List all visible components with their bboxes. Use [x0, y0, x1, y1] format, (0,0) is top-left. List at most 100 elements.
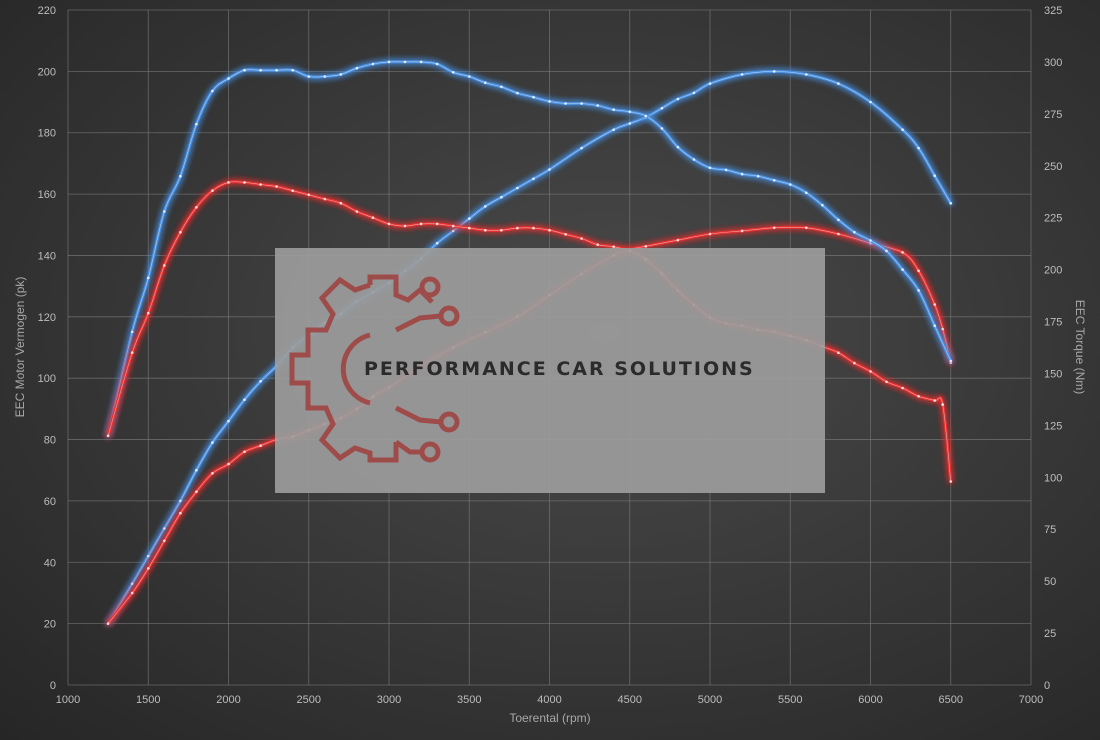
data-point [901, 251, 904, 254]
data-point [451, 71, 455, 74]
data-point [596, 243, 599, 246]
data-point [211, 89, 214, 93]
data-point [484, 81, 487, 84]
data-point [805, 73, 808, 76]
data-point [837, 351, 840, 355]
data-point [660, 127, 664, 130]
data-point [195, 490, 198, 494]
data-point [532, 177, 535, 181]
data-point [243, 181, 246, 184]
data-point [837, 218, 840, 222]
data-point [500, 195, 503, 199]
x-tick-label: 3500 [457, 694, 481, 706]
watermark: PERFORMANCE CAR SOLUTIONS [275, 248, 825, 493]
data-point [644, 114, 648, 118]
x-tick-label: 1500 [136, 694, 160, 706]
y-right-tick-label: 100 [1044, 472, 1062, 484]
data-point [548, 168, 551, 171]
data-point [451, 224, 455, 228]
y-right-tick-label: 275 [1044, 109, 1062, 121]
y-left-tick-label: 220 [38, 5, 56, 17]
data-point [756, 174, 760, 178]
y-left-tick-label: 140 [38, 250, 56, 262]
data-point [147, 311, 150, 315]
data-point [259, 444, 262, 448]
data-point [853, 230, 856, 234]
data-point [451, 229, 455, 233]
data-point [468, 217, 471, 220]
data-point [949, 202, 953, 205]
data-point [147, 567, 150, 570]
data-point [853, 361, 856, 365]
watermark-text: PERFORMANCE CAR SOLUTIONS [364, 358, 755, 380]
data-point [837, 232, 840, 236]
data-point [195, 122, 198, 126]
y-left-tick-label: 20 [44, 619, 56, 631]
data-point [339, 201, 343, 205]
data-point [130, 591, 134, 595]
data-point [291, 68, 295, 72]
y-left-tick-label: 160 [38, 189, 56, 201]
x-tick-label: 4000 [537, 694, 561, 706]
data-point [740, 229, 744, 233]
data-point [259, 68, 262, 72]
data-point [307, 193, 311, 197]
data-point [580, 102, 583, 105]
data-point [885, 249, 888, 253]
y-right-tick-label: 200 [1044, 265, 1062, 277]
x-tick-label: 2000 [216, 694, 240, 706]
data-point [580, 146, 583, 150]
data-point [532, 95, 535, 99]
data-point [869, 100, 872, 104]
data-point [106, 622, 110, 625]
data-point [740, 172, 744, 176]
x-tick-label: 3000 [377, 694, 401, 706]
data-point [435, 62, 439, 66]
data-point [789, 183, 792, 186]
data-point [371, 216, 375, 219]
data-point [596, 104, 599, 107]
y-left-axis-title: EEC Motor Vermogen (pk) [13, 277, 27, 418]
y-right-tick-label: 250 [1044, 161, 1062, 173]
data-point [676, 97, 680, 101]
data-point [435, 241, 439, 245]
data-point [163, 539, 166, 543]
data-point [692, 91, 696, 95]
data-point [901, 268, 904, 271]
data-point [371, 62, 375, 66]
y-left-tick-label: 100 [38, 373, 56, 385]
data-point [435, 222, 439, 226]
data-point [516, 91, 519, 95]
data-point [179, 499, 182, 503]
data-point [740, 73, 744, 76]
data-point [243, 398, 246, 402]
data-point [676, 238, 680, 242]
data-point [211, 472, 214, 475]
data-point [403, 224, 407, 228]
data-point [339, 73, 343, 76]
data-point [179, 174, 182, 178]
y-left-tick-label: 120 [38, 312, 56, 324]
data-point [612, 128, 615, 131]
data-point [259, 183, 262, 186]
data-point [130, 582, 134, 586]
x-tick-label: 6500 [939, 694, 963, 706]
y-right-tick-label: 225 [1044, 213, 1062, 225]
data-point [516, 226, 519, 230]
data-point [211, 441, 214, 444]
y-right-axis-title: EEC Torque (Nm) [1073, 300, 1087, 394]
x-tick-label: 5000 [698, 694, 722, 706]
data-point [917, 289, 920, 292]
data-point [821, 203, 824, 207]
data-point [724, 168, 728, 172]
x-tick-label: 1000 [56, 694, 80, 706]
data-point [941, 403, 944, 406]
data-point [179, 511, 182, 515]
y-left-tick-label: 80 [44, 435, 56, 447]
data-point [130, 330, 134, 334]
data-point [323, 75, 327, 78]
data-point [708, 232, 712, 236]
y-right-tick-label: 0 [1044, 680, 1050, 692]
data-point [676, 145, 680, 149]
